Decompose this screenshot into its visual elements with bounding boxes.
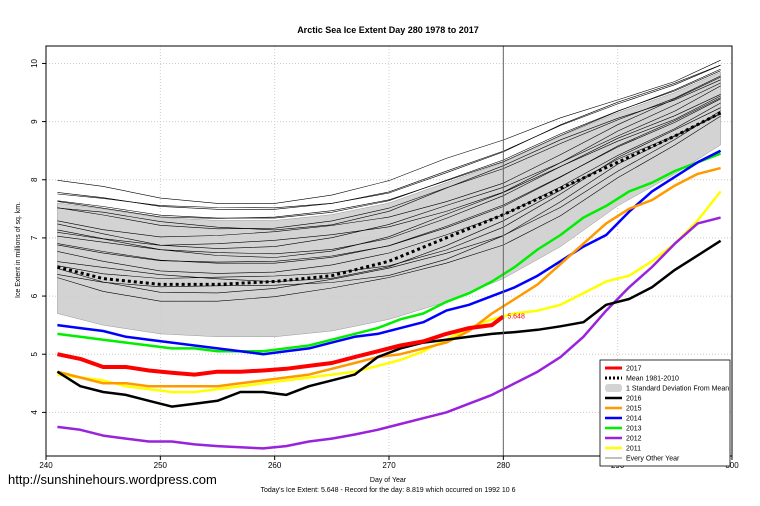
- other-year-line: [57, 102, 721, 274]
- series-line-2013: [57, 152, 722, 353]
- other-year-line: [57, 107, 721, 279]
- series-line-2012: [57, 216, 721, 450]
- legend: 2017 Mean 1981-2010 1 Standard Deviation F…: [599, 359, 731, 467]
- std-deviation-band: [57, 71, 721, 338]
- series-line-2015: [57, 166, 721, 388]
- other-year-line: [57, 68, 721, 219]
- other-year-line: [57, 98, 721, 264]
- other-year-line: [57, 64, 721, 210]
- other-year-line: [57, 110, 721, 294]
- std-band-area: [57, 71, 721, 338]
- legend-label-1-standard-deviation-from-mean: 1 Standard Deviation From Mean: [626, 386, 729, 393]
- x-axis-label: Day of Year: [370, 477, 407, 484]
- legend-label-mean-1981-2010: Mean 1981-2010: [626, 376, 679, 383]
- footer-note: Today's Ice Extent: 5.648 - Record for t…: [260, 487, 515, 494]
- series-line-2017: [56, 314, 505, 377]
- every-other-year-lines: [57, 59, 721, 302]
- y-tick-label: 9: [30, 119, 39, 124]
- y-tick-label: 6: [30, 293, 39, 298]
- other-year-line: [57, 59, 721, 204]
- chart-title: Arctic Sea Ice Extent Day 280 1978 to 20…: [297, 25, 479, 35]
- series-lines: [56, 111, 722, 450]
- x-tick-label: 300: [725, 461, 739, 470]
- other-year-line: [57, 64, 721, 209]
- other-year-line: [57, 75, 721, 230]
- series-line-mean-1981-2010: [57, 111, 722, 286]
- other-year-line: [57, 79, 721, 231]
- y-tick-label: 7: [30, 235, 39, 240]
- y-axis-label: Ice Extent in millions of sq. km.: [15, 202, 22, 298]
- other-year-line: [57, 85, 721, 249]
- y-axis-ticks: 4 5 6 7 8 9 10: [30, 58, 46, 415]
- other-year-line: [57, 113, 721, 288]
- series-line-2016: [56, 239, 722, 408]
- legend-label-2012: 2012: [626, 436, 642, 443]
- series-line-2014: [57, 149, 722, 356]
- x-tick-label: 250: [154, 461, 168, 470]
- y-tick-label: 4: [30, 410, 39, 415]
- legend-label-2016: 2016: [626, 396, 642, 403]
- x-tick-label: 270: [382, 461, 396, 470]
- other-year-line: [57, 76, 721, 238]
- legend-label-2017: 2017: [626, 366, 642, 373]
- x-tick-label: 240: [39, 461, 53, 470]
- series-line-2011: [57, 190, 722, 394]
- legend-swatch-std-band: [605, 384, 622, 392]
- legend-label-2014: 2014: [626, 416, 642, 423]
- legend-label-2011: 2011: [626, 446, 641, 453]
- legend-label-2013: 2013: [626, 426, 642, 433]
- other-year-line: [57, 112, 721, 283]
- other-year-line: [57, 115, 721, 302]
- y-tick-label: 8: [30, 177, 39, 182]
- y-tick-label: 5: [30, 351, 39, 356]
- watermark-url: http://sunshinehours.wordpress.com: [8, 472, 217, 487]
- legend-label-2015: 2015: [626, 406, 642, 413]
- legend-label-every-other-year: Every Other Year: [626, 456, 680, 463]
- other-year-line: [57, 94, 721, 255]
- x-tick-label: 280: [497, 461, 511, 470]
- y-tick-label: 10: [30, 58, 39, 67]
- today-value-label: 5.648: [507, 314, 525, 321]
- x-tick-label: 260: [268, 461, 282, 470]
